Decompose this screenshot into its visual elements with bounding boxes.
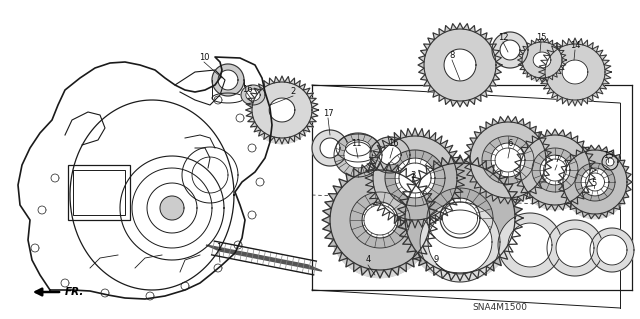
Polygon shape [547,220,603,276]
Ellipse shape [252,82,312,138]
Circle shape [606,158,614,166]
Ellipse shape [334,133,382,177]
Ellipse shape [586,173,604,191]
Text: 13: 13 [603,151,613,160]
Circle shape [160,196,184,220]
Text: 7: 7 [554,155,560,165]
Polygon shape [246,76,319,144]
Text: SNA4M1500: SNA4M1500 [472,303,527,313]
Text: 16: 16 [388,138,398,147]
Text: 16: 16 [242,85,252,93]
Ellipse shape [336,134,380,162]
Text: 4: 4 [365,256,371,264]
Ellipse shape [218,70,238,90]
Circle shape [444,49,476,81]
Polygon shape [18,57,272,299]
Ellipse shape [491,143,525,177]
Ellipse shape [563,150,627,214]
Polygon shape [514,129,596,211]
Polygon shape [508,223,552,267]
Text: 10: 10 [199,54,209,63]
Ellipse shape [364,205,396,235]
Ellipse shape [330,170,430,270]
Text: 11: 11 [351,138,361,147]
Text: 3: 3 [410,170,416,180]
Polygon shape [312,130,348,166]
Polygon shape [464,116,552,204]
Ellipse shape [385,150,445,206]
Ellipse shape [520,135,590,205]
Bar [73,170,125,215]
Ellipse shape [575,163,615,201]
Circle shape [602,154,618,170]
Polygon shape [498,213,562,277]
Ellipse shape [370,137,410,173]
Ellipse shape [346,140,371,156]
Text: 12: 12 [498,33,508,41]
Polygon shape [365,128,465,228]
Ellipse shape [246,89,260,101]
Ellipse shape [470,122,546,198]
Ellipse shape [533,52,551,68]
Text: 15: 15 [536,33,547,41]
Polygon shape [397,155,523,281]
Polygon shape [492,32,528,68]
Polygon shape [558,145,632,219]
Circle shape [424,29,496,101]
Ellipse shape [399,163,431,193]
Ellipse shape [545,44,605,100]
Text: 1: 1 [216,243,221,253]
Polygon shape [322,162,438,278]
Text: 9: 9 [433,256,438,264]
Ellipse shape [543,159,566,181]
Ellipse shape [482,136,534,184]
Ellipse shape [405,163,515,273]
Ellipse shape [442,202,477,234]
Ellipse shape [427,188,493,248]
Polygon shape [428,210,492,274]
Bar [68,165,130,220]
Ellipse shape [395,158,435,198]
Ellipse shape [562,60,588,84]
Ellipse shape [241,85,265,105]
Ellipse shape [540,155,570,185]
Ellipse shape [532,148,578,192]
Polygon shape [590,228,634,272]
Text: 5: 5 [591,179,596,188]
Polygon shape [539,38,611,106]
Ellipse shape [212,64,244,96]
Ellipse shape [350,192,410,248]
Polygon shape [556,229,594,267]
Ellipse shape [373,136,457,220]
Polygon shape [500,40,520,60]
Text: 14: 14 [570,41,580,49]
Text: 8: 8 [449,50,454,60]
Ellipse shape [581,168,609,196]
Text: 17: 17 [323,108,333,117]
Text: 6: 6 [508,138,513,147]
Polygon shape [420,202,500,282]
Ellipse shape [379,145,401,165]
Ellipse shape [495,148,521,172]
Polygon shape [320,138,340,158]
Text: 2: 2 [291,87,296,97]
Ellipse shape [344,142,372,168]
Ellipse shape [362,202,398,238]
Ellipse shape [522,42,562,78]
Ellipse shape [74,108,230,283]
Polygon shape [418,23,502,107]
Text: FR.: FR. [65,287,84,297]
Polygon shape [518,38,566,82]
Polygon shape [206,245,322,271]
Ellipse shape [440,198,480,238]
Polygon shape [597,235,627,265]
Ellipse shape [269,98,295,122]
